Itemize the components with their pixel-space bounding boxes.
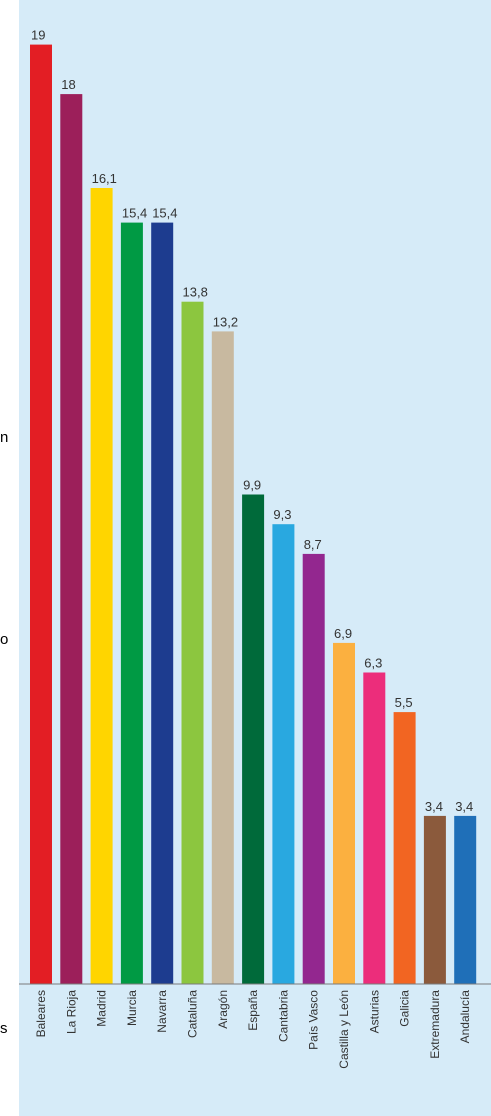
bar-0 [30,45,52,984]
value-label: 3,4 [425,799,443,814]
value-label: 3,4 [455,799,473,814]
category-label: La Rioja [64,990,78,1034]
category-label: Aragón [216,990,230,1029]
bar-2 [91,188,113,984]
value-label: 16,1 [92,171,117,186]
bar-4 [151,223,173,984]
value-label: 15,4 [152,206,177,221]
category-label: Castilla y León [337,990,351,1069]
bar-5 [182,302,204,984]
value-label: 8,7 [304,537,322,552]
bar-6 [212,331,234,984]
bar-1 [60,94,82,984]
category-label: Murcia [125,990,139,1026]
value-label: 5,5 [395,695,413,710]
value-label: 6,3 [364,656,382,671]
value-label: 15,4 [122,206,147,221]
category-label: Navarra [155,990,169,1033]
value-label: 6,9 [334,626,352,641]
value-label: 19 [31,28,45,43]
category-label: Cantabria [276,990,290,1042]
value-label: 13,2 [213,314,238,329]
bar-10 [333,643,355,984]
bar-11 [363,673,385,985]
category-label: Andalucía [458,990,472,1044]
bar-8 [272,524,294,984]
bar-7 [242,495,264,985]
category-label: Extremadura [428,990,442,1059]
value-label: 13,8 [183,285,208,300]
category-label: Madrid [95,990,109,1027]
bar-3 [121,223,143,984]
bar-12 [394,712,416,984]
side-text-letter: o [0,631,8,648]
value-label: 18 [61,77,75,92]
category-label: Asturias [367,990,381,1033]
category-label: Galicia [398,990,412,1027]
category-label: País Vasco [307,990,321,1050]
bar-9 [303,554,325,984]
value-label: 9,3 [273,507,291,522]
side-text-letter: s [0,1020,8,1037]
category-label: Cataluña [186,990,200,1038]
bar-13 [424,816,446,984]
category-label: Baleares [34,990,48,1037]
value-label: 9,9 [243,478,261,493]
bar-14 [454,816,476,984]
category-label: España [246,990,260,1031]
side-text-letter: n [0,429,8,446]
